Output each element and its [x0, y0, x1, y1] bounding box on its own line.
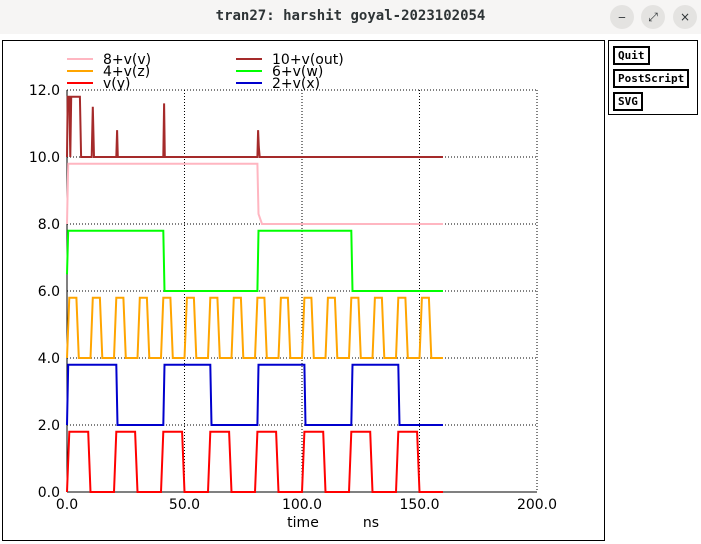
y-tick-label: 0.0 [38, 485, 60, 501]
series-line [66, 162, 443, 225]
legend-label: 4+v(z) [103, 64, 150, 80]
legend-label: 6+v(w) [272, 64, 323, 80]
svg-button[interactable]: SVG [613, 92, 643, 111]
legend-label: 8+v(v) [103, 52, 151, 68]
close-icon[interactable]: × [673, 5, 697, 29]
legend-label: 2+v(x) [272, 76, 320, 92]
window-title: tran27: harshit goyal-2023102054 [215, 8, 486, 24]
x-tick-label: 0.0 [56, 497, 78, 513]
waveform-chart: 0.0 50.0 100.0 150.0 200.0 0.0 2.0 4.0 6.0 8.0 10.… [29, 52, 557, 531]
postscript-button[interactable]: PostScript [613, 69, 690, 88]
y-tick-label: 10.0 [29, 150, 60, 166]
y-tick-label: 8.0 [38, 217, 60, 233]
y-tick-label: 6.0 [38, 284, 60, 300]
series-line [66, 363, 443, 426]
legend-label: 10+v(out) [272, 52, 344, 68]
x-tick-label: 50.0 [169, 497, 200, 513]
x-tick-label: 150.0 [399, 497, 439, 513]
series-line [66, 430, 443, 493]
plot-frame: 0.0 50.0 100.0 150.0 200.0 0.0 2.0 4.0 6.0 8.0 10.… [2, 40, 605, 541]
series-line [66, 296, 443, 359]
y-tick-label: 2.0 [38, 418, 60, 434]
series-line [66, 95, 443, 158]
title-bar: tran27: harshit goyal-2023102054 ‒ ⤢ × [0, 0, 701, 34]
y-tick-label: 4.0 [38, 351, 60, 367]
side-panel: Quit PostScript SVG [608, 40, 698, 115]
x-axis-unit: ns [363, 515, 379, 531]
series-line [66, 229, 443, 292]
legend-label: v(y) [103, 76, 131, 92]
x-tick-label: 200.0 [517, 497, 557, 513]
minimize-icon[interactable]: ‒ [610, 5, 634, 29]
x-tick-label: 100.0 [282, 497, 322, 513]
y-tick-label: 12.0 [29, 83, 60, 99]
quit-button[interactable]: Quit [613, 46, 650, 65]
x-axis-label: time [287, 515, 319, 531]
maximize-icon[interactable]: ⤢ [641, 5, 665, 29]
